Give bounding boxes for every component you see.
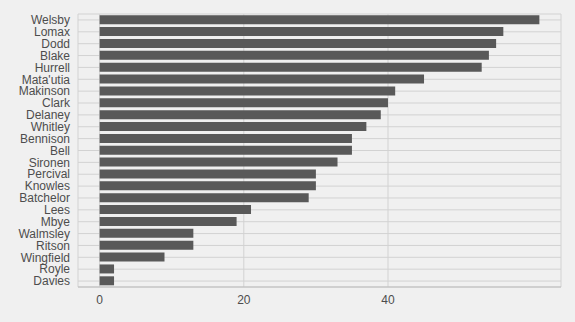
svg-text:Welsby: Welsby <box>30 13 70 28</box>
svg-text:Wingfield: Wingfield <box>20 250 70 265</box>
svg-text:Lees: Lees <box>44 203 70 218</box>
svg-text:Mata'utia: Mata'utia <box>21 72 70 87</box>
svg-text:Knowles: Knowles <box>24 179 70 194</box>
svg-text:Clark: Clark <box>42 96 70 111</box>
svg-text:Delaney: Delaney <box>26 108 70 123</box>
svg-text:Davies: Davies <box>33 274 70 288</box>
svg-text:0: 0 <box>96 293 103 307</box>
svg-text:Whitley: Whitley <box>30 120 70 134</box>
svg-text:Walmsley: Walmsley <box>18 226 70 241</box>
svg-text:Dodd: Dodd <box>41 36 70 51</box>
svg-text:Batchelor: Batchelor <box>19 191 70 206</box>
svg-text:Makinson: Makinson <box>18 84 70 99</box>
svg-text:Bennison: Bennison <box>20 131 70 146</box>
svg-text:Blake: Blake <box>40 48 70 63</box>
svg-text:Hurrell: Hurrell <box>34 60 70 75</box>
svg-text:40: 40 <box>381 293 395 307</box>
svg-text:Percival: Percival <box>27 167 70 182</box>
svg-text:20: 20 <box>237 293 251 307</box>
svg-text:Royle: Royle <box>39 262 70 277</box>
svg-text:Lomax: Lomax <box>34 25 70 40</box>
svg-text:Sironen: Sironen <box>28 155 70 170</box>
svg-text:Ritson: Ritson <box>36 238 70 253</box>
svg-text:Mbye: Mbye <box>40 215 70 229</box>
svg-text:Bell: Bell <box>50 143 70 158</box>
